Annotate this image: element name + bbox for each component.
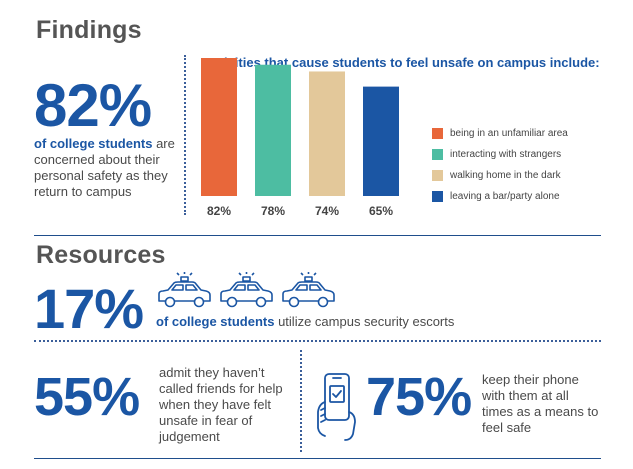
police-car-icon xyxy=(282,272,335,308)
findings-stat-highlight: of college students xyxy=(34,136,153,151)
legend-label-2: interacting with strangers xyxy=(450,149,562,160)
friends-stat-value: 55% xyxy=(34,367,140,427)
findings-divider xyxy=(184,55,186,215)
findings-stat-text: of college students are concerned about … xyxy=(34,136,179,200)
friends-stat-text: admit they haven’t called friends for he… xyxy=(159,365,283,444)
bar-chart: 82% 78% 74% 65% xyxy=(201,58,399,218)
phone-stat-value: 75% xyxy=(366,367,472,427)
bar-value-label-1: 82% xyxy=(207,204,231,218)
legend-item-3: walking home in the dark xyxy=(432,170,561,181)
escort-stat-value: 17% xyxy=(34,277,144,340)
legend-item-1: being in an unfamiliar area xyxy=(432,128,568,139)
chart-title: Activities that cause students to feel u… xyxy=(203,55,600,70)
resources-dotted-rule xyxy=(34,340,601,342)
legend-item-4: leaving a bar/party alone xyxy=(432,191,560,202)
resources-heading: Resources xyxy=(36,241,166,269)
bar-4 xyxy=(363,86,399,196)
findings-heading: Findings xyxy=(36,16,142,44)
legend-swatch-3 xyxy=(432,170,443,181)
resources-divider xyxy=(300,350,302,452)
phone-in-hand-icon xyxy=(317,373,356,441)
bar-1 xyxy=(201,58,237,196)
escort-stat-rest: utilize campus security escorts xyxy=(274,314,455,329)
bar-value-label-3: 74% xyxy=(315,204,339,218)
chart-legend: being in an unfamiliar area interacting w… xyxy=(432,0,632,240)
escort-stat-text: of college students utilize campus secur… xyxy=(156,314,454,330)
legend-label-4: leaving a bar/party alone xyxy=(450,191,560,202)
escort-stat-highlight: of college students xyxy=(156,314,275,329)
police-car-icon xyxy=(158,272,211,308)
legend-swatch-1 xyxy=(432,128,443,139)
police-car-icon xyxy=(220,272,273,308)
legend-item-2: interacting with strangers xyxy=(432,149,561,160)
bottom-rule xyxy=(34,458,601,459)
bar-value-label-2: 78% xyxy=(261,204,285,218)
findings-stat-value: 82% xyxy=(34,72,152,139)
findings-rule xyxy=(34,235,601,236)
legend-label-1: being in an unfamiliar area xyxy=(450,128,568,139)
bar-value-label-4: 65% xyxy=(369,204,393,218)
legend-swatch-4 xyxy=(432,191,443,202)
findings-stat-rest: are concerned about their personal safet… xyxy=(34,136,175,199)
bar-2 xyxy=(255,64,291,196)
bar-3 xyxy=(309,71,345,196)
legend-swatch-2 xyxy=(432,149,443,160)
phone-stat-text: keep their phone with them at all times … xyxy=(482,372,599,435)
police-car-icons xyxy=(155,272,345,312)
legend-label-3: walking home in the dark xyxy=(450,170,561,181)
